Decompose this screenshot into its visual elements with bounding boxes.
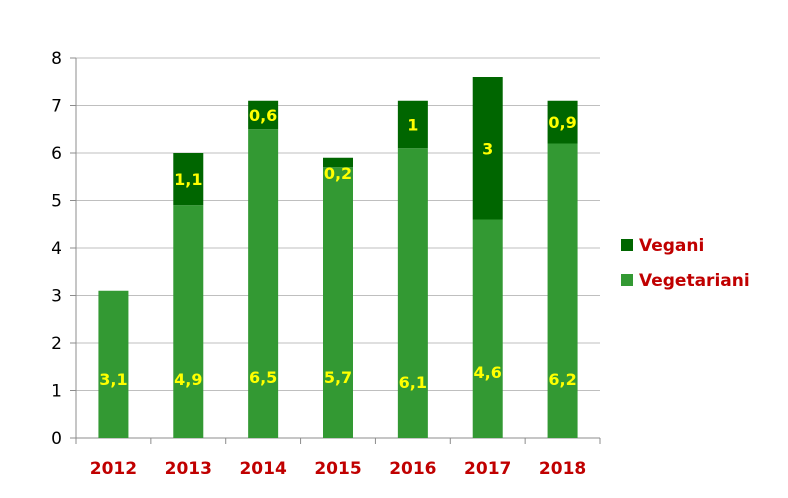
- bar-vegani: [173, 153, 204, 206]
- x-tick-label: 2014: [239, 459, 286, 479]
- x-tick-label: 2012: [90, 459, 137, 479]
- x-tick-label: 2017: [464, 459, 511, 479]
- y-tick-label: 0: [51, 429, 62, 449]
- data-label-vegani: 0,2: [324, 164, 352, 183]
- data-label-vegani: 3: [482, 139, 493, 158]
- bar-vegani: [323, 157, 353, 168]
- bar-vegani: [472, 77, 503, 220]
- bar-vegetariani: [98, 290, 129, 438]
- data-label-vegani: 0,6: [249, 106, 277, 125]
- legend-swatch-vegani: [621, 239, 633, 251]
- y-tick-label: 5: [51, 192, 62, 212]
- x-tick-label: 2013: [165, 459, 212, 479]
- x-tick-label: 2016: [389, 459, 436, 479]
- legend-swatch-vegetariani: [621, 274, 633, 286]
- data-label-vegani: 1: [407, 116, 418, 135]
- axes: 0 1 2 3 4 5 6 7 8 2012 2013 2014 2015 2016 2017 2018: [51, 49, 601, 479]
- data-labels: 3,1 4,9 1,1 6,5 0,6 5,7 0,2 6,1 1 4,6 3 6,2 0,9: [99, 106, 576, 392]
- y-tick-label: 7: [51, 97, 62, 117]
- bar-vegetariani: [248, 129, 279, 438]
- data-label-vegani: 1,1: [174, 170, 202, 189]
- data-label-vegetariani: 4,6: [474, 363, 502, 382]
- bar-vegetariani: [173, 205, 204, 438]
- y-tick-label: 8: [51, 49, 62, 69]
- data-label-vegani: 0,9: [548, 113, 576, 132]
- x-tick-label: 2018: [539, 459, 586, 479]
- bar-vegetariani: [547, 143, 578, 438]
- bar-vegetariani: [397, 148, 428, 438]
- bars: [98, 77, 578, 438]
- y-tick-label: 1: [51, 382, 62, 402]
- bar-vegetariani: [323, 167, 353, 438]
- data-label-vegetariani: 6,5: [249, 368, 277, 387]
- data-label-vegetariani: 3,1: [99, 370, 127, 389]
- data-label-vegetariani: 6,1: [399, 373, 427, 392]
- legend: Vegani Vegetariani: [621, 236, 750, 291]
- data-label-vegetariani: 5,7: [324, 368, 352, 387]
- legend-label-vegetariani: Vegetariani: [639, 271, 750, 291]
- y-tick-label: 3: [51, 287, 62, 307]
- y-tick-label: 2: [51, 334, 62, 354]
- data-label-vegetariani: 6,2: [548, 370, 576, 389]
- bar-vegani: [547, 100, 578, 144]
- bar-vegetariani: [472, 219, 503, 438]
- bar-vegani: [397, 100, 428, 149]
- y-tick-label: 4: [51, 239, 62, 259]
- x-tick-label: 2015: [314, 459, 361, 479]
- y-tick-label: 6: [51, 144, 62, 164]
- legend-label-vegani: Vegani: [639, 236, 704, 256]
- bar-vegani: [248, 100, 279, 130]
- data-label-vegetariani: 4,9: [174, 370, 202, 389]
